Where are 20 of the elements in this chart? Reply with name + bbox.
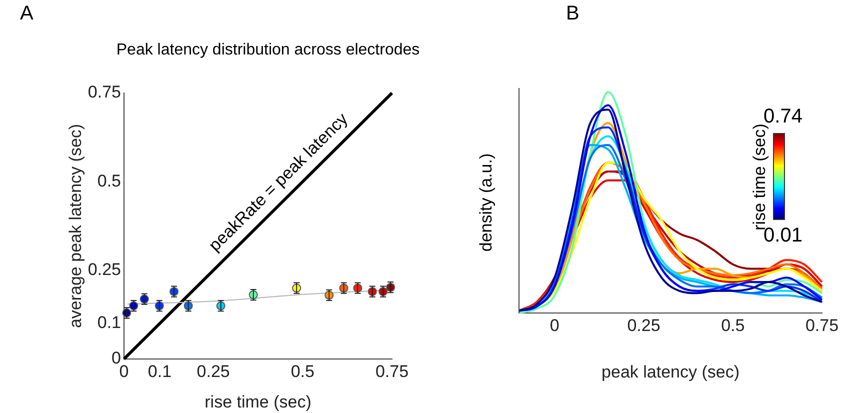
x-tick-label: 0 [550, 316, 560, 335]
text: B [566, 2, 580, 25]
chart-title: Peak latency distribution across electrodes [116, 41, 420, 58]
x-tick-label: 0.25 [196, 362, 230, 381]
y-tick-label: 0.5 [97, 171, 121, 190]
text: A [20, 2, 34, 25]
y-axis-title: average peak latency (sec) [66, 124, 85, 328]
x-tick-label: 0.5 [290, 362, 314, 381]
x-axis-title: rise time (sec) [204, 392, 312, 412]
x-tick-label: 0.25 [627, 316, 660, 335]
x-axis-title: peak latency (sec) [602, 362, 740, 382]
x-tick-label: 0.1 [148, 362, 172, 381]
annotation: 0.01 [764, 224, 802, 247]
y-tick-label: 0.75 [88, 82, 121, 102]
y-axis-title: density (a.u.) [476, 153, 496, 252]
y-tick-label: 0.25 [88, 260, 121, 280]
x-tick-label: 0.75 [805, 316, 839, 335]
x-tick-label: 0.75 [375, 362, 409, 381]
y-tick-label: 0 [112, 348, 121, 368]
x-tick-label: 0.5 [721, 316, 745, 335]
